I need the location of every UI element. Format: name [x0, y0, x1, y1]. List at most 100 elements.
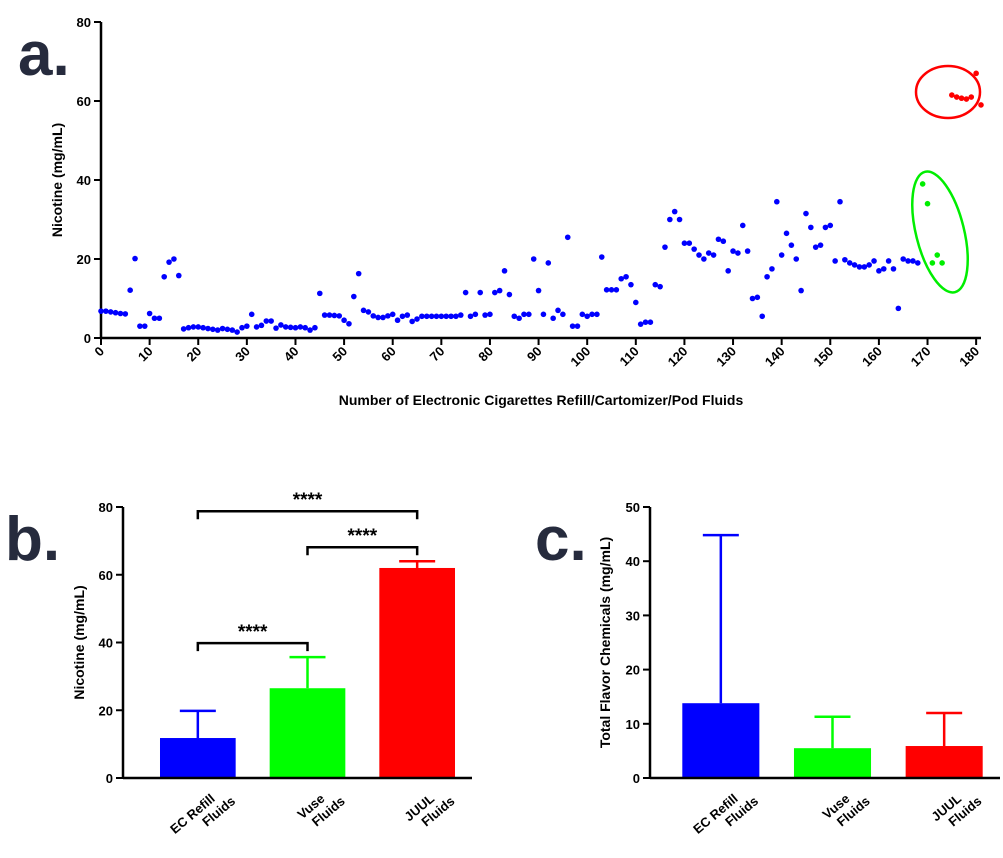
point [399, 313, 406, 320]
x-tick-label: 20 [184, 344, 205, 365]
significance-bracket [196, 509, 419, 520]
y-axis-label: Total Flavor Chemicals (mg/mL) [597, 537, 613, 748]
point [297, 324, 304, 330]
bar [159, 738, 236, 778]
point [244, 323, 250, 329]
point [200, 324, 206, 331]
point [414, 316, 420, 322]
point [754, 294, 761, 301]
point [438, 313, 445, 320]
point [808, 224, 814, 231]
point [419, 313, 425, 320]
x-tick-label: 100 [567, 344, 593, 370]
point [778, 252, 785, 258]
y-axis-label: Nicotine (mg/mL) [49, 123, 65, 237]
x-tick-label: EC RefillFluids [167, 782, 238, 848]
point [273, 325, 279, 331]
y-tick-label: 80 [99, 500, 113, 515]
point [263, 318, 270, 324]
point [210, 326, 216, 333]
point [433, 313, 440, 320]
point [832, 258, 838, 264]
point [885, 258, 892, 264]
point [866, 262, 872, 268]
y-tick-label: 60 [99, 568, 113, 583]
point [793, 256, 800, 262]
point [380, 314, 386, 321]
point [467, 313, 474, 320]
point [569, 323, 576, 329]
point [973, 70, 979, 77]
point [842, 256, 848, 263]
x-tick-label: 140 [762, 344, 788, 370]
point [939, 260, 945, 266]
point [662, 244, 668, 250]
point [496, 287, 503, 294]
point [919, 181, 926, 187]
point [278, 322, 284, 328]
point [749, 295, 756, 302]
point [107, 309, 114, 315]
point [774, 198, 780, 205]
significance-bracket [196, 641, 309, 652]
point [365, 309, 372, 315]
point [336, 313, 343, 319]
x-tick-label: JUULFluids [928, 782, 984, 836]
point [453, 313, 459, 320]
point [851, 262, 858, 268]
point [890, 266, 897, 272]
point [389, 311, 396, 318]
point [448, 313, 454, 320]
point [477, 289, 484, 296]
point [929, 260, 936, 266]
point [205, 325, 211, 332]
point [603, 287, 610, 293]
x-tick-label: 70 [427, 344, 448, 365]
point [949, 92, 955, 98]
point [375, 314, 381, 321]
point [462, 289, 469, 296]
significance-label: **** [238, 622, 268, 643]
point [555, 307, 561, 314]
point [521, 311, 527, 318]
panel-label: c. [535, 505, 587, 574]
point [428, 313, 435, 320]
point [846, 260, 853, 266]
point [156, 315, 163, 322]
y-tick-label: 40 [99, 636, 113, 651]
x-tick-label: JUULFluids [401, 782, 457, 836]
point [560, 311, 566, 318]
y-tick-label: 50 [626, 500, 640, 515]
x-tick-label: 180 [956, 344, 982, 370]
point [394, 317, 401, 324]
y-tick-label: 40 [626, 554, 640, 569]
point [856, 264, 863, 270]
point [880, 266, 887, 272]
point [185, 324, 192, 331]
point [112, 309, 119, 316]
x-tick-label: 110 [616, 344, 641, 369]
point [701, 256, 707, 262]
point [579, 311, 586, 318]
point [137, 323, 143, 329]
point [98, 308, 104, 314]
point [253, 324, 260, 330]
point [404, 312, 411, 318]
point [224, 326, 231, 333]
point [234, 329, 240, 335]
bar [682, 703, 760, 778]
point [190, 324, 197, 330]
point [487, 311, 493, 318]
point [530, 256, 537, 262]
bar [269, 688, 346, 778]
point [103, 308, 109, 314]
point [360, 307, 367, 314]
point [720, 238, 727, 245]
y-tick-label: 40 [77, 173, 91, 188]
point [229, 327, 236, 333]
point [151, 315, 158, 322]
point [783, 230, 790, 237]
point [302, 324, 308, 331]
point [681, 240, 688, 246]
